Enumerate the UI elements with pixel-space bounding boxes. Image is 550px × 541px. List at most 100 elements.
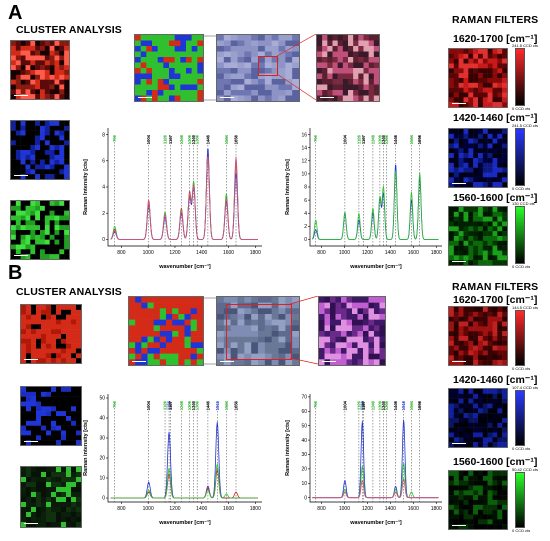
y-tick-label: 60 bbox=[301, 409, 307, 415]
x-tick-label: 1600 bbox=[223, 250, 234, 256]
marker-label-1340: 1340 bbox=[191, 134, 196, 144]
marker-label-1446: 1446 bbox=[393, 134, 398, 144]
marker-label-1340: 1340 bbox=[381, 400, 386, 410]
y-axis-label: Raman Intensity [cts] bbox=[83, 159, 89, 215]
marker-label-1126: 1126 bbox=[356, 400, 361, 410]
x-tick-label: 1000 bbox=[339, 250, 350, 256]
y-tick-label: 10 bbox=[301, 172, 307, 178]
colorbar-max-b1: 144.5 CCD cts bbox=[512, 305, 539, 310]
y-tick-label: 10 bbox=[99, 476, 105, 482]
x-tick-label: 1200 bbox=[362, 506, 373, 512]
colorbar-max-a2: 241.5 CCD cts bbox=[512, 123, 539, 128]
filter-map-a3-image bbox=[449, 207, 507, 265]
panel-letter-a: A bbox=[8, 2, 23, 24]
colorbar-a3 bbox=[515, 206, 525, 264]
x-tick-label: 1800 bbox=[431, 250, 442, 256]
y-tick-label: 50 bbox=[99, 396, 105, 402]
raman-filters-heading-a: RAMAN FILTERS bbox=[452, 14, 539, 26]
marker-label-1584: 1584 bbox=[224, 400, 229, 410]
colorbar-b2 bbox=[515, 390, 525, 446]
zoom-connector-lines-b bbox=[202, 296, 319, 365]
marker-label-1156: 1156 bbox=[167, 400, 172, 410]
cluster-composite-b bbox=[128, 296, 204, 366]
y-tick-label: 2 bbox=[304, 224, 307, 230]
marker-label-1656: 1656 bbox=[417, 400, 422, 410]
marker-label-1446: 1446 bbox=[205, 400, 210, 410]
cluster-composite-a-image bbox=[135, 35, 203, 101]
x-tick-label: 800 bbox=[117, 250, 126, 256]
filter-map-b3 bbox=[448, 470, 508, 530]
marker-label-1366: 1366 bbox=[384, 134, 389, 144]
filter-label-a3: 1560-1600 [cm⁻¹] bbox=[453, 192, 538, 204]
microscope-image-b bbox=[216, 296, 300, 366]
cluster-map-blue-a bbox=[10, 120, 70, 180]
y-tick-label: 0 bbox=[304, 237, 307, 243]
x-tick-label: 1000 bbox=[143, 506, 154, 512]
y-tick-label: 4 bbox=[102, 185, 105, 191]
x-tick-label: 800 bbox=[117, 506, 126, 512]
cluster-map-blue-b bbox=[20, 386, 82, 446]
marker-label-750: 750 bbox=[112, 400, 117, 408]
marker-label-1004: 1004 bbox=[146, 400, 151, 410]
filter-map-a3 bbox=[448, 206, 508, 266]
filter-label-b3: 1560-1600 [cm⁻¹] bbox=[453, 456, 538, 468]
marker-label-750: 750 bbox=[112, 134, 117, 142]
y-tick-label: 40 bbox=[99, 416, 105, 422]
x-tick-label: 1200 bbox=[362, 250, 373, 256]
marker-label-1584: 1584 bbox=[409, 400, 414, 410]
cluster-map-red-a bbox=[10, 40, 70, 100]
x-tick-label: 1400 bbox=[385, 250, 396, 256]
marker-label-1309: 1309 bbox=[187, 134, 192, 144]
y-tick-label: 0 bbox=[102, 496, 105, 502]
y-tick-label: 14 bbox=[301, 145, 307, 151]
x-tick-label: 800 bbox=[317, 506, 326, 512]
y-tick-label: 50 bbox=[301, 423, 307, 429]
cluster-map-green-a bbox=[10, 200, 70, 260]
series-line-pink bbox=[312, 478, 439, 499]
axes bbox=[107, 394, 262, 503]
cluster-composite-a bbox=[134, 34, 204, 102]
cluster-map-blue-b-image bbox=[21, 387, 81, 445]
marker-label-1167: 1167 bbox=[168, 400, 173, 410]
microscope-image-a-image bbox=[217, 35, 299, 101]
y-tick-label: 0 bbox=[304, 495, 307, 501]
spectrum-chart-b2: 750 1004 1126 1156 1167 1248 1309 1340 1366 1446 1… bbox=[280, 378, 448, 528]
marker-label-1167: 1167 bbox=[168, 134, 173, 144]
y-axis-label: Raman intensity [cts] bbox=[83, 420, 89, 476]
colorbar-a1 bbox=[515, 48, 525, 106]
filter-map-b3-image bbox=[449, 471, 507, 529]
cluster-map-green-b-image bbox=[21, 467, 81, 527]
marker-label-1167: 1167 bbox=[361, 134, 366, 144]
y-tick-label: 8 bbox=[304, 185, 307, 191]
panel-letter-b: B bbox=[8, 262, 23, 284]
axes bbox=[309, 394, 442, 503]
x-axis-label: wavenumber [cm⁻¹] bbox=[158, 519, 211, 526]
colorbar-min-a3: 0 CCD cts bbox=[512, 264, 531, 269]
cluster-map-red-b-image bbox=[21, 305, 81, 363]
filter-map-a1 bbox=[448, 48, 508, 108]
marker-label-1248: 1248 bbox=[370, 134, 375, 144]
filter-map-b2-image bbox=[449, 389, 507, 447]
y-tick-label: 16 bbox=[301, 132, 307, 138]
marker-label-1248: 1248 bbox=[179, 400, 184, 410]
colorbar-min-b2: 0 CCD cts bbox=[512, 446, 531, 451]
x-tick-label: 1800 bbox=[250, 250, 261, 256]
filter-label-a1: 1620-1700 [cm⁻¹] bbox=[453, 33, 538, 45]
x-tick-label: 1600 bbox=[408, 506, 419, 512]
filter-map-b1-image bbox=[449, 307, 507, 365]
marker-label-1309: 1309 bbox=[377, 400, 382, 410]
x-tick-label: 1600 bbox=[408, 250, 419, 256]
marker-label-750: 750 bbox=[313, 134, 318, 142]
x-axis-label: wavenumber [cm⁻¹] bbox=[158, 263, 211, 270]
marker-label-1366: 1366 bbox=[195, 400, 200, 410]
marker-label-1309: 1309 bbox=[377, 134, 382, 144]
marker-label-1584: 1584 bbox=[409, 134, 414, 144]
y-tick-label: 6 bbox=[102, 158, 105, 164]
x-tick-label: 1400 bbox=[196, 506, 207, 512]
x-tick-label: 1800 bbox=[250, 506, 261, 512]
marker-label-1248: 1248 bbox=[370, 400, 375, 410]
spectrum-chart-a2: 750 1004 1126 1167 1248 1309 1340 1366 1446 1584 1… bbox=[280, 112, 448, 272]
cluster-composite-b-image bbox=[129, 297, 203, 365]
microscope-image-b-image bbox=[217, 297, 299, 365]
spectrum-chart-a1: 750 1004 1126 1167 1248 1309 1340 1366 1446 1584 1… bbox=[78, 112, 268, 272]
